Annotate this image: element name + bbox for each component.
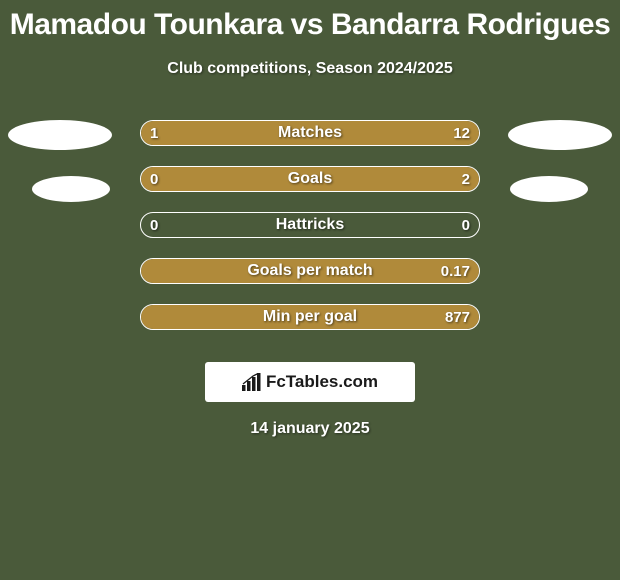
stat-row: Matches112 — [0, 110, 620, 156]
stat-bar-track — [140, 258, 480, 284]
source-logo: FcTables.com — [205, 362, 415, 402]
stat-bar-fill-right — [141, 259, 479, 283]
page-title: Mamadou Tounkara vs Bandarra Rodrigues — [0, 0, 620, 42]
stat-bar-fill-right — [141, 305, 479, 329]
chart-icon — [242, 373, 262, 391]
stat-bar-fill-right — [141, 167, 479, 191]
stat-row: Hattricks00 — [0, 202, 620, 248]
stat-bar-fill-left — [141, 121, 168, 145]
stat-bar-track — [140, 120, 480, 146]
logo-text: FcTables.com — [266, 372, 378, 392]
stat-bar-track — [140, 212, 480, 238]
stat-bar-track — [140, 166, 480, 192]
date-label: 14 january 2025 — [0, 420, 620, 438]
stat-rows: Matches112Goals02Hattricks00Goals per ma… — [0, 110, 620, 340]
stat-bar-fill-right — [168, 121, 479, 145]
stat-row: Goals per match0.17 — [0, 248, 620, 294]
stat-row: Min per goal877 — [0, 294, 620, 340]
subtitle: Club competitions, Season 2024/2025 — [0, 60, 620, 78]
comparison-card: Mamadou Tounkara vs Bandarra Rodrigues C… — [0, 0, 620, 580]
stat-bar-track — [140, 304, 480, 330]
stat-row: Goals02 — [0, 156, 620, 202]
